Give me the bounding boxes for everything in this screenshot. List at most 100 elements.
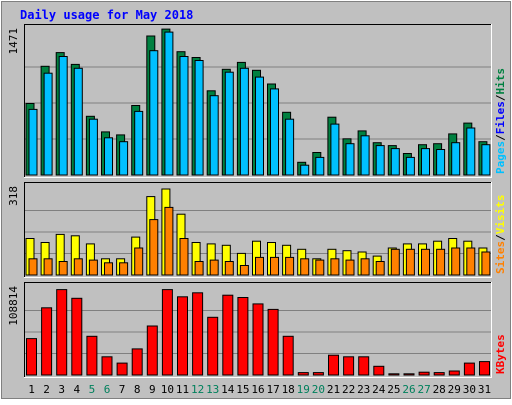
x-tick-label: 16 [251, 383, 264, 396]
x-tick-label: 13 [206, 383, 219, 396]
legend-item: Hits [494, 68, 507, 95]
bar-sites-1 [28, 258, 38, 276]
bar-files-24 [375, 145, 385, 176]
bar-files-27 [421, 148, 430, 176]
x-tick-label: 24 [372, 383, 386, 396]
bar-kbytes-7 [116, 362, 128, 376]
bar-files-13 [209, 95, 219, 176]
x-tick-label: 18 [282, 383, 295, 396]
bar-kbytes-10 [161, 289, 173, 376]
bar-files-12 [194, 60, 204, 176]
bar-kbytes-1 [26, 338, 37, 376]
bar-kbytes-19 [297, 372, 309, 376]
bar-files-25 [390, 148, 400, 176]
x-tick-label: 21 [327, 383, 340, 396]
bar-files-8 [134, 110, 144, 176]
bar-sites-25 [390, 248, 400, 276]
bar-files-18 [285, 118, 295, 176]
x-tick-label: 11 [176, 383, 189, 396]
bar-files-31 [481, 144, 491, 176]
bar-files-6 [104, 137, 113, 176]
bar-kbytes-13 [207, 316, 219, 376]
bar-kbytes-31 [479, 361, 490, 376]
x-tick-label: 28 [433, 383, 446, 396]
bar-sites-21 [330, 258, 340, 276]
chart-bevel-dark [1, 1, 511, 399]
bar-sites-19 [300, 258, 310, 276]
bar-files-14 [224, 71, 234, 176]
y-max-label: 1471 [7, 28, 20, 55]
x-tick-label: 27 [417, 383, 430, 396]
x-tick-label: 17 [266, 383, 279, 396]
x-tick-label: 9 [149, 383, 156, 396]
bar-sites-17 [270, 256, 279, 276]
bar-files-17 [270, 88, 279, 176]
x-tick-label: 26 [402, 383, 415, 396]
bar-kbytes-24 [373, 365, 385, 376]
bar-sites-10 [164, 206, 174, 276]
x-tick-label: 25 [387, 383, 400, 396]
bar-sites-12 [194, 261, 204, 276]
x-tick-label: 3 [58, 383, 65, 396]
x-tick-label: 29 [448, 383, 461, 396]
bar-kbytes-23 [358, 356, 370, 376]
panel-legend: Sites/Visits [494, 195, 507, 275]
x-tick-label: 12 [191, 383, 204, 396]
x-tick-label: 15 [236, 383, 249, 396]
x-tick-label: 14 [221, 383, 235, 396]
bar-kbytes-22 [343, 356, 355, 376]
x-tick-label: 4 [73, 383, 80, 396]
bar-sites-11 [179, 238, 189, 276]
y-max-label: 318 [7, 186, 20, 206]
legend-item: Pages [494, 141, 507, 174]
bar-files-15 [239, 67, 249, 176]
bar-files-28 [436, 149, 446, 176]
x-tick-label: 31 [478, 383, 491, 396]
x-tick-label: 20 [312, 383, 325, 396]
bar-sites-27 [421, 248, 430, 276]
bar-kbytes-15 [237, 297, 249, 376]
bar-kbytes-20 [312, 372, 324, 376]
legend-item: Files [494, 101, 507, 134]
bar-files-1 [28, 108, 38, 176]
bar-sites-16 [255, 256, 264, 276]
legend-item: / [494, 234, 507, 241]
legend-item: / [494, 94, 507, 101]
legend-item: Sites [494, 241, 507, 274]
bar-kbytes-21 [328, 354, 339, 376]
bar-sites-4 [73, 258, 83, 276]
panel-legend: Pages/Files/Hits [494, 68, 507, 174]
legend-item: Visits [494, 195, 507, 235]
bar-sites-30 [466, 247, 476, 276]
bar-kbytes-4 [71, 297, 83, 376]
bar-sites-26 [405, 248, 415, 276]
bar-sites-5 [88, 259, 98, 276]
x-tick-label: 1 [28, 383, 35, 396]
bar-sites-13 [209, 259, 219, 276]
bar-kbytes-9 [146, 325, 158, 376]
bar-sites-8 [134, 247, 144, 276]
bar-files-29 [451, 142, 461, 176]
bar-files-22 [345, 143, 355, 176]
bar-files-3 [58, 56, 68, 176]
bar-kbytes-29 [448, 370, 460, 376]
x-tick-label: 30 [463, 383, 476, 396]
bar-kbytes-2 [41, 307, 53, 376]
legend-item: KBytes [494, 334, 507, 374]
x-tick-label: 2 [43, 383, 50, 396]
panel-legend: KBytes [494, 334, 507, 374]
bar-sites-9 [149, 219, 159, 276]
bar-kbytes-11 [177, 296, 188, 376]
bar-kbytes-3 [56, 289, 68, 376]
bar-kbytes-14 [222, 294, 234, 376]
bar-files-21 [330, 123, 340, 176]
panel-kbytes: 108814 KBytes [7, 282, 507, 378]
bar-sites-2 [43, 258, 53, 276]
x-tick-label: 23 [357, 383, 370, 396]
bar-files-2 [43, 72, 53, 176]
bar-sites-23 [360, 258, 370, 276]
x-tick-label: 5 [89, 383, 96, 396]
legend-item: / [494, 134, 507, 141]
bar-files-10 [164, 31, 174, 176]
